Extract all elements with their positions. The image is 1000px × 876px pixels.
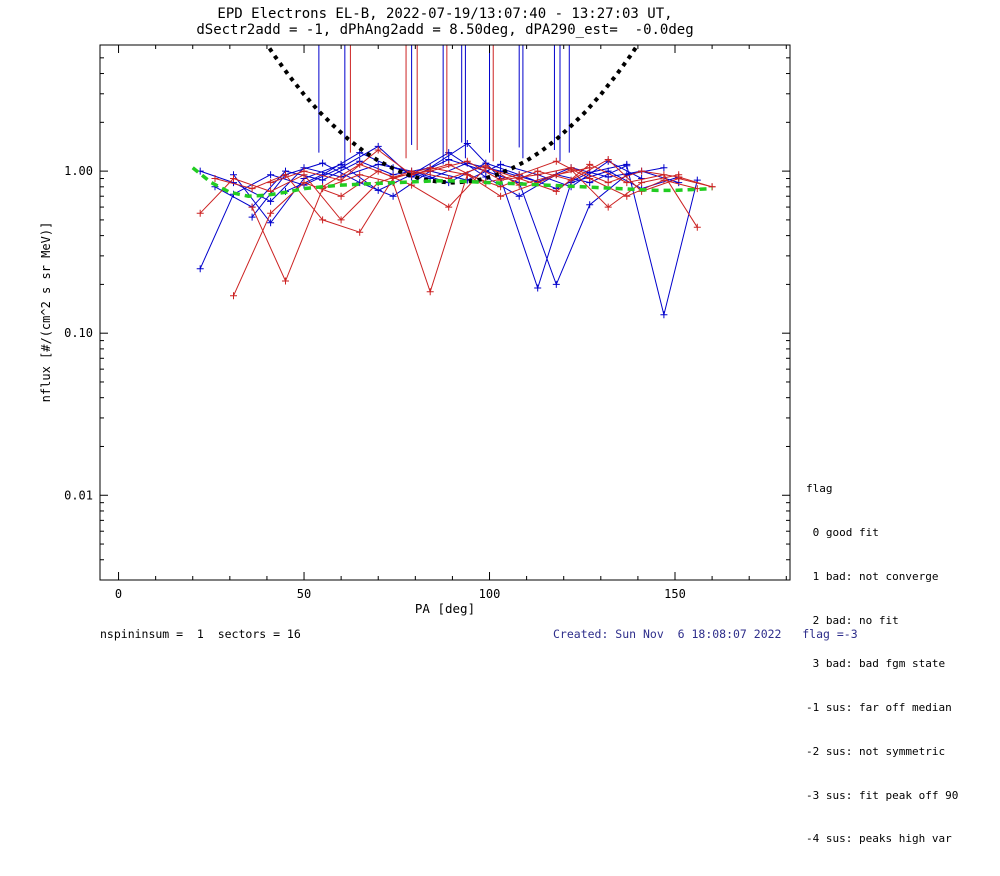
legend-line: 2 bad: no fit [806, 613, 899, 627]
footer-left: nspininsum = 1 sectors = 16 [100, 627, 301, 641]
y-tick-label: 0.10 [64, 326, 93, 340]
y-axis-label: nflux [#/(cm^2 s sr MeV)] [39, 221, 53, 403]
x-axis-label: PA [deg] [414, 601, 476, 616]
legend-line: 1 bad: not converge [806, 569, 939, 583]
plot-frame [99, 44, 791, 581]
series-markers [196, 142, 668, 288]
flag-legend: flag 0 good fit 1 bad: not converge 2 ba… [806, 453, 958, 876]
legend-line: -4 sus: peaks high var [806, 832, 952, 846]
y-tick-label: 0.01 [64, 488, 93, 502]
series-line [214, 167, 679, 233]
x-tick-label: 0 [115, 587, 122, 601]
page: { "header": { "line1": "EPD Electrons EL… [39, 6, 959, 846]
series-line [322, 160, 713, 188]
x-tick-label: 50 [297, 587, 311, 601]
plot-page: 0 50 100 150 0.01 0.10 1.00 EPD Electrons EL-B… [39, 6, 958, 845]
series-line [233, 163, 698, 297]
legend-line: -1 sus: far off median [806, 701, 952, 715]
legend-line: 0 good fit [806, 525, 879, 539]
series-markers [196, 162, 594, 224]
legend-line: 3 bad: bad fgm state [806, 657, 946, 671]
median-dashed [191, 166, 713, 198]
legend-line: -3 sus: fit peak off 90 [806, 788, 959, 802]
series-line [233, 152, 698, 315]
legend-line: -2 sus: not symmetric [806, 744, 946, 758]
plot-subtitle: dSectr2add = -1, dPhAng2add = 8.50deg, d… [196, 22, 694, 38]
legend-title: flag [806, 482, 833, 496]
x-tick-label: 100 [479, 587, 501, 601]
footer-right: Created: Sun Nov 6 18:08:07 2022 flag =-… [553, 627, 858, 641]
y-tick-label: 1.00 [64, 164, 93, 178]
data-layer [191, 45, 716, 319]
series-markers [267, 146, 701, 200]
axis-ticks [100, 45, 790, 580]
x-tick-label: 150 [664, 587, 686, 601]
plot-title: EPD Electrons EL-B, 2022-07-19/13:07:40 … [217, 6, 673, 22]
chart-svg: 0 50 100 150 0.01 0.10 1.00 [64, 44, 791, 601]
